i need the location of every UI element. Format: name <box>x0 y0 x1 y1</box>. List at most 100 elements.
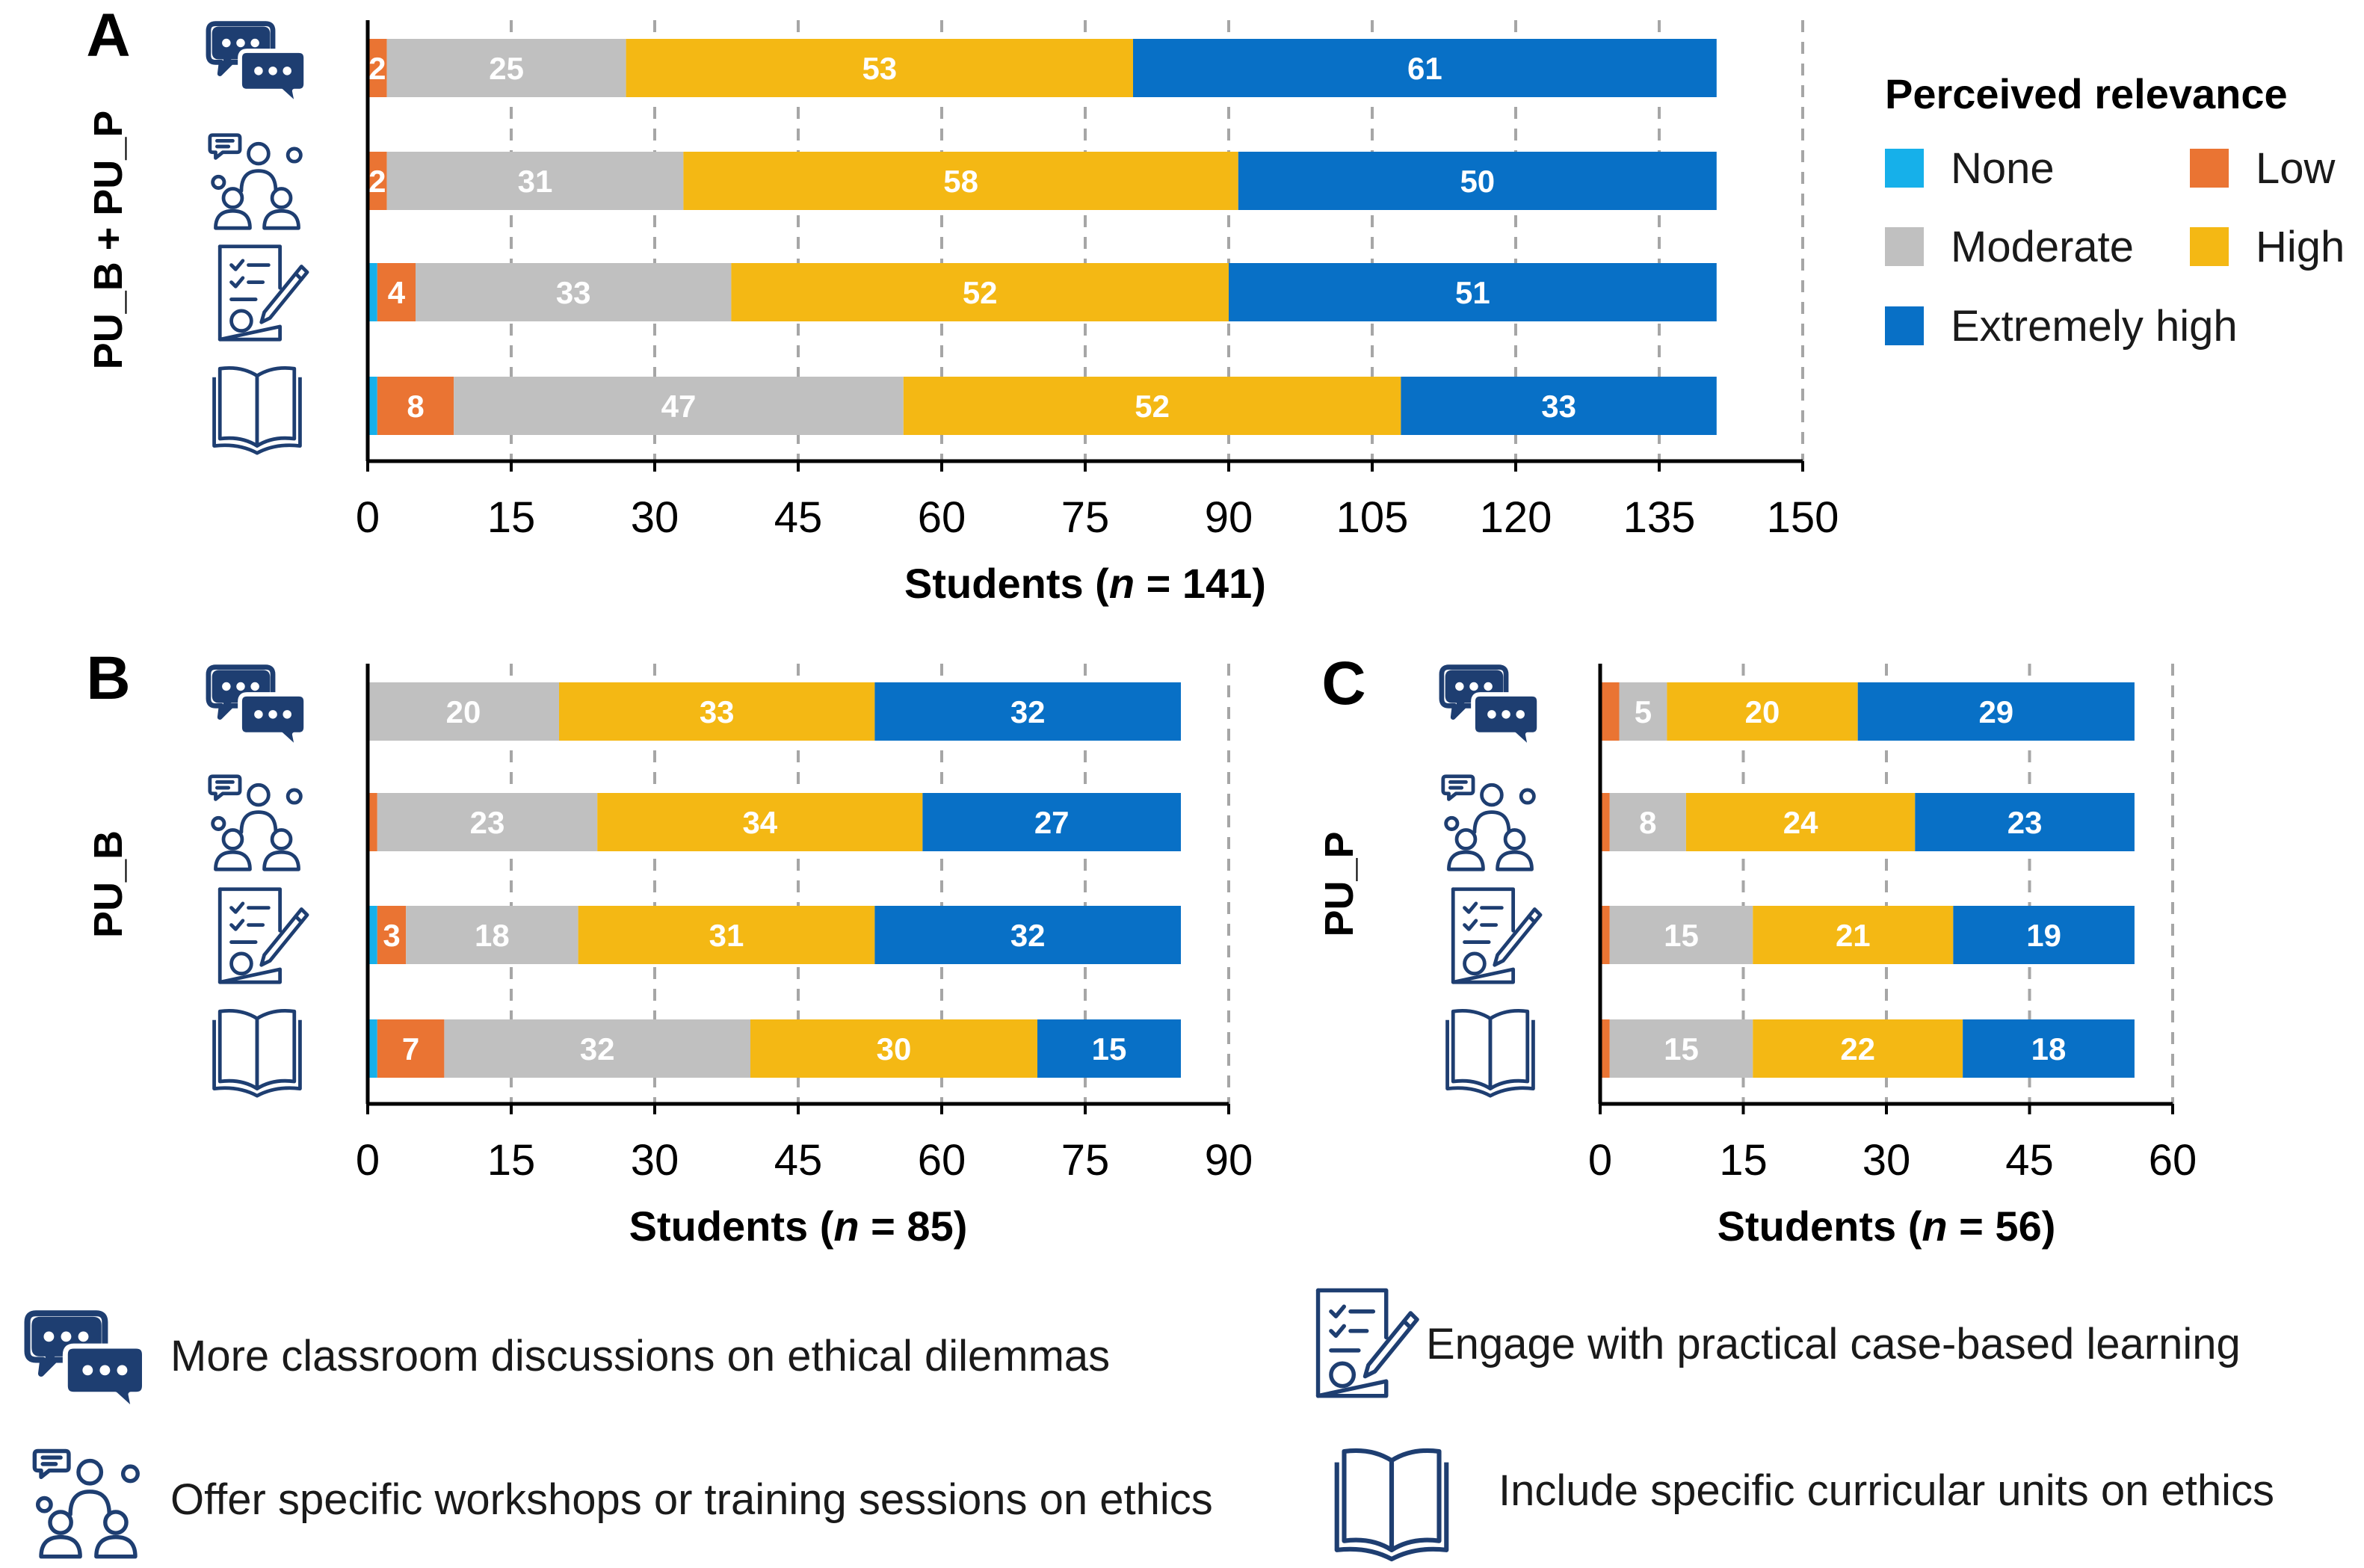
bar-segment-moderate <box>1609 793 1686 851</box>
open-book-icon <box>215 368 300 453</box>
data-label: 22 <box>1840 1031 1875 1067</box>
data-label: 23 <box>2007 805 2043 840</box>
data-label: 21 <box>1836 918 1871 953</box>
panel-c: 5 20 29 8 24 23 15 21 19 15 22 18 0 15 30 45 60 Students … <box>1317 649 2197 1250</box>
bar-segment-high <box>1753 906 1954 964</box>
data-label: 24 <box>1783 805 1818 840</box>
panel-b: 20 33 32 23 34 27 3 18 31 32 7 32 30 15 0 15 30 45 60 75 90 S… <box>86 644 1253 1250</box>
data-label: 4 <box>388 275 406 310</box>
data-label: 31 <box>709 918 744 953</box>
x-tick-label: 45 <box>2005 1136 2054 1185</box>
bar-segment-high <box>1667 682 1858 741</box>
y-axis-label: PU_P <box>1317 831 1362 936</box>
data-label: 52 <box>1135 389 1170 424</box>
bar-segment-low <box>368 152 387 210</box>
x-tick-label: 30 <box>631 493 679 542</box>
x-tick-label: 60 <box>2149 1136 2197 1185</box>
data-label: 20 <box>1745 694 1780 729</box>
icon-key: More classroom discussions on ethical di… <box>28 1291 2274 1560</box>
data-label: 2 <box>368 51 386 86</box>
data-label: 19 <box>2026 918 2061 953</box>
workshop-group-icon <box>210 777 301 869</box>
bar-segment-moderate <box>406 906 578 964</box>
bar-segment-high <box>1753 1019 1963 1078</box>
bar-segment-low <box>1600 793 1610 851</box>
y-axis-label: PU_B <box>86 830 131 938</box>
data-label: 29 <box>1978 694 2013 729</box>
open-book-icon <box>215 1010 300 1096</box>
key-item: Offer specific workshops or training ses… <box>34 1451 1213 1557</box>
case-document-pencil-icon <box>1318 1291 1417 1396</box>
x-tick-label: 45 <box>774 493 823 542</box>
data-label: 32 <box>1010 694 1046 729</box>
data-label: 53 <box>862 51 897 86</box>
bar-segment-extremely-high <box>1915 793 2135 851</box>
bar-segment-moderate <box>1619 682 1667 741</box>
bar-segment-high <box>597 793 923 851</box>
bar-segment-low <box>377 1019 445 1078</box>
bar-segment-moderate <box>1609 906 1753 964</box>
bar-segment-high <box>626 39 1133 97</box>
bars: 2 25 53 61 2 31 58 50 4 33 52 51 8 47 52 33 <box>368 39 1717 435</box>
x-axis-label-n: n <box>1922 1203 1947 1250</box>
legend-swatch <box>1885 149 1924 188</box>
x-tick-label: 75 <box>1061 493 1110 542</box>
legend-swatch <box>2190 149 2229 188</box>
panel-label: C <box>1321 649 1365 717</box>
bar-segment-moderate <box>416 263 732 321</box>
data-label: 51 <box>1455 275 1490 310</box>
open-book-icon <box>1448 1010 1534 1096</box>
case-document-pencil-icon <box>220 889 307 982</box>
key-label: Offer specific workshops or training ses… <box>170 1475 1213 1524</box>
data-label: 32 <box>580 1031 615 1067</box>
bar-segment-extremely-high <box>1401 377 1717 435</box>
x-axis-label-prefix: Students ( <box>629 1203 834 1250</box>
data-label: 50 <box>1460 164 1495 199</box>
bar-segment-extremely-high <box>874 906 1181 964</box>
bar-segment-moderate <box>454 377 904 435</box>
bar-segment-moderate <box>377 793 598 851</box>
bar-segment-extremely-high <box>922 793 1181 851</box>
x-tick-label: 60 <box>918 1136 966 1185</box>
x-axis-label: Students (n = 141) <box>904 560 1266 607</box>
data-label: 31 <box>518 164 553 199</box>
bar-segment-moderate <box>368 682 559 741</box>
bar-segment-high <box>559 682 875 741</box>
key-item: More classroom discussions on ethical di… <box>28 1313 1110 1412</box>
discussion-bubbles-icon <box>209 24 306 105</box>
data-label: 20 <box>446 694 481 729</box>
x-tick-label: 75 <box>1061 1136 1110 1185</box>
key-label: More classroom discussions on ethical di… <box>170 1332 1110 1380</box>
x-axis-label-prefix: Students ( <box>904 560 1109 607</box>
legend-label: None <box>1951 144 2055 193</box>
bar-segment-none <box>368 377 377 435</box>
bar-segment-high <box>1685 793 1916 851</box>
key-label: Engage with practical case-based learnin… <box>1426 1320 2241 1368</box>
bar-segment-high <box>750 1019 1037 1078</box>
data-label: 2 <box>368 164 386 199</box>
bar-segment-low <box>368 793 377 851</box>
bar-segment-extremely-high <box>1037 1019 1181 1078</box>
x-tick-label: 90 <box>1205 493 1253 542</box>
discussion-bubbles-icon <box>28 1313 145 1412</box>
data-label: 58 <box>943 164 978 199</box>
data-label: 27 <box>1034 805 1070 840</box>
bar-segment-extremely-high <box>874 682 1181 741</box>
workshop-group-icon <box>1443 777 1534 869</box>
x-tick-label: 15 <box>487 1136 536 1185</box>
x-tick-label: 0 <box>356 493 380 542</box>
discussion-bubbles-icon <box>209 667 306 749</box>
x-tick-label: 0 <box>1588 1136 1612 1185</box>
case-document-pencil-icon <box>220 247 307 339</box>
bar-segment-high <box>903 377 1401 435</box>
legend-swatch <box>1885 306 1924 345</box>
legend: Perceived relevance None Low Moderate High Ex… <box>1885 70 2345 351</box>
panel-label: A <box>86 1 130 70</box>
bar-segment-none <box>368 1019 377 1078</box>
data-label: 61 <box>1407 51 1442 86</box>
x-axis-label-n: n <box>1109 560 1135 607</box>
workshop-group-icon <box>34 1451 138 1557</box>
x-tick-label: 45 <box>774 1136 823 1185</box>
data-label: 52 <box>963 275 998 310</box>
legend-label: Extremely high <box>1951 302 2238 351</box>
